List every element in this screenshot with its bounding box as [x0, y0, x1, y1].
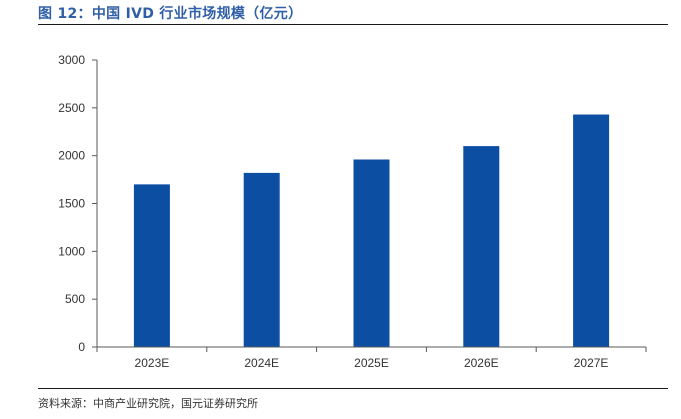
x-tick-label: 2024E: [244, 356, 279, 370]
bars: [133, 114, 610, 347]
x-tick-label: 2027E: [574, 356, 609, 370]
y-tick-label: 2500: [58, 101, 85, 115]
bar-2023E: [133, 184, 170, 347]
y-tick-label: 2000: [58, 149, 85, 163]
y-tick-label: 0: [78, 340, 85, 354]
y-tick-label: 500: [65, 292, 85, 306]
figure-title: 图 12：中国 IVD 行业市场规模（亿元）: [38, 6, 303, 22]
bar-2026E: [463, 146, 500, 347]
y-tick-label: 1500: [58, 197, 85, 211]
bottom-rule: [38, 388, 668, 389]
x-tick-label: 2023E: [135, 356, 170, 370]
x-tick-label: 2026E: [464, 356, 499, 370]
y-axis: 0 500 1000 1500 2000 2500 3000: [58, 53, 98, 354]
bar-2025E: [353, 159, 390, 347]
bar-2027E: [573, 114, 610, 347]
source-note: 资料来源：中商产业研究院，国元证券研究所: [38, 397, 258, 410]
x-tick-label: 2025E: [354, 356, 389, 370]
x-axis: 2023E 2024E 2025E 2026E 2027E: [96, 346, 647, 370]
y-tick-label: 1000: [58, 244, 85, 258]
top-rule: [38, 24, 668, 25]
bar-2024E: [243, 172, 280, 347]
y-tick-label: 3000: [58, 53, 85, 67]
